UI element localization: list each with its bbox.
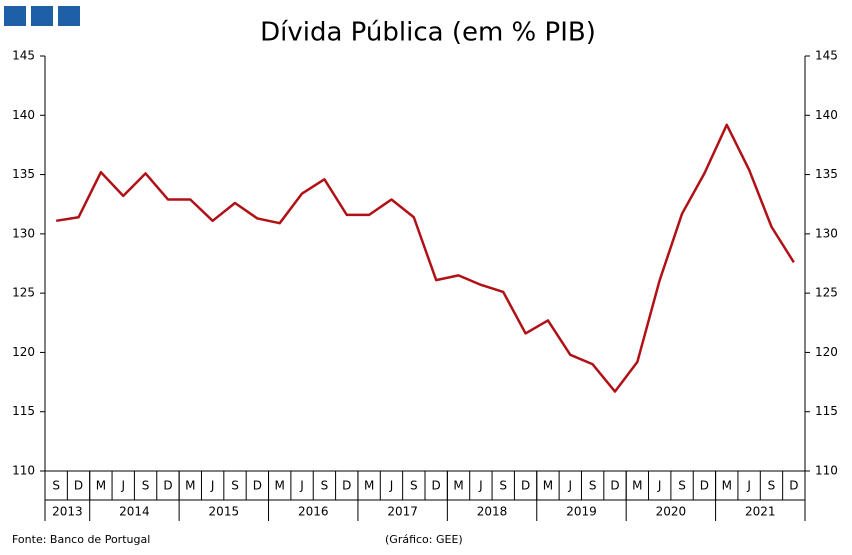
y-tick-label: 130 <box>12 226 35 240</box>
x-tick-label: D <box>432 479 441 493</box>
x-tick-label: M <box>543 479 553 493</box>
y2-tick-label: 115 <box>815 404 838 418</box>
x-tick-label: M <box>185 479 195 493</box>
x-tick-label: J <box>299 479 304 493</box>
x-tick-label: J <box>746 479 751 493</box>
x-tick-label: D <box>610 479 619 493</box>
year-label: 2014 <box>119 505 150 519</box>
x-tick-label: M <box>722 479 732 493</box>
y-tick-label: 110 <box>12 464 35 478</box>
x-tick-label: S <box>52 479 60 493</box>
y2-tick-label: 130 <box>815 226 838 240</box>
y2-tick-label: 140 <box>815 108 838 122</box>
x-tick-label: S <box>142 479 150 493</box>
x-tick-label: J <box>568 479 573 493</box>
x-tick-label: S <box>768 479 776 493</box>
x-tick-label: S <box>231 479 239 493</box>
y-tick-label: 145 <box>12 49 35 63</box>
year-label: 2013 <box>52 505 83 519</box>
x-tick-label: D <box>700 479 709 493</box>
y-tick-label: 140 <box>12 108 35 122</box>
x-tick-label: M <box>453 479 463 493</box>
y-tick-label: 115 <box>12 404 35 418</box>
year-label: 2016 <box>298 505 329 519</box>
x-tick-label: D <box>521 479 530 493</box>
year-label: 2018 <box>477 505 508 519</box>
logo-block <box>31 6 53 26</box>
y-tick-label: 135 <box>12 167 35 181</box>
source: Fonte: Banco de Portugal <box>12 533 150 546</box>
year-label: 2019 <box>566 505 597 519</box>
x-tick-label: M <box>96 479 106 493</box>
x-tick-label: M <box>364 479 374 493</box>
y2-tick-label: 110 <box>815 464 838 478</box>
y-tick-label: 120 <box>12 345 35 359</box>
y2-tick-label: 125 <box>815 286 838 300</box>
y2-tick-label: 135 <box>815 167 838 181</box>
y-tick-label: 125 <box>12 286 35 300</box>
x-tick-label: S <box>678 479 686 493</box>
x-tick-label: D <box>789 479 798 493</box>
x-tick-label: S <box>410 479 418 493</box>
x-tick-label: D <box>253 479 262 493</box>
logo-block <box>4 6 26 26</box>
credit: (Gráfico: GEE) <box>385 533 463 546</box>
year-label: 2020 <box>656 505 687 519</box>
chart-title: Dívida Pública (em % PIB) <box>260 18 596 48</box>
year-label: 2021 <box>745 505 776 519</box>
year-label: 2015 <box>209 505 240 519</box>
x-tick-label: J <box>389 479 394 493</box>
y2-tick-label: 145 <box>815 49 838 63</box>
year-label: 2017 <box>387 505 418 519</box>
x-tick-label: J <box>210 479 215 493</box>
x-tick-label: S <box>589 479 597 493</box>
x-tick-label: M <box>275 479 285 493</box>
logo-block <box>58 6 80 26</box>
x-tick-label: J <box>120 479 125 493</box>
x-tick-label: D <box>342 479 351 493</box>
x-tick-label: D <box>163 479 172 493</box>
x-tick-label: S <box>321 479 329 493</box>
x-tick-label: S <box>499 479 507 493</box>
line-series <box>55 123 795 393</box>
x-tick-label: M <box>632 479 642 493</box>
x-tick-label: D <box>74 479 83 493</box>
x-tick-label: J <box>478 479 483 493</box>
y2-tick-label: 120 <box>815 345 838 359</box>
x-tick-label: J <box>657 479 662 493</box>
